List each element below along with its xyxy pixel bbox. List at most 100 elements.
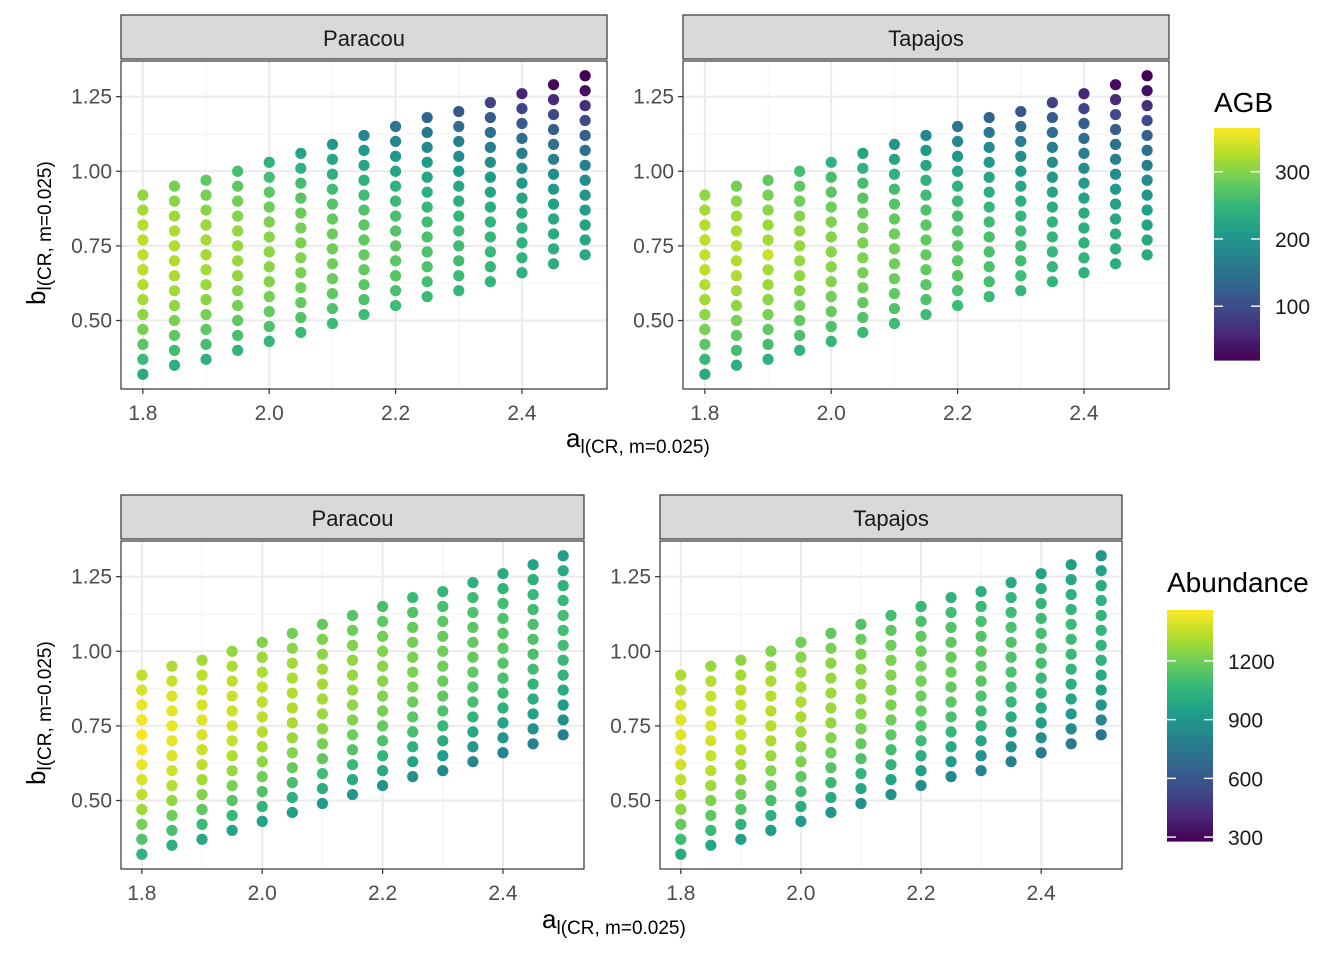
- data-point: [1035, 597, 1047, 610]
- data-point: [951, 165, 964, 177]
- data-point: [675, 774, 687, 786]
- data-point: [762, 279, 774, 291]
- legend-colorbar-segment: [1214, 263, 1260, 268]
- data-point: [136, 744, 148, 756]
- data-point: [794, 165, 806, 177]
- x-axis-title-bottom-sub: l(CR, m=0.025): [556, 918, 685, 939]
- legend-colorbar-segment: [1167, 656, 1213, 661]
- y-tick-label: 1.25: [71, 566, 112, 589]
- legend-colorbar-segment: [1214, 344, 1260, 349]
- data-point: [286, 732, 298, 744]
- data-point: [358, 294, 370, 306]
- data-point: [735, 654, 747, 666]
- data-point: [437, 660, 449, 672]
- data-point: [295, 177, 307, 189]
- data-point: [1015, 165, 1027, 177]
- data-point: [825, 305, 837, 318]
- data-point: [735, 774, 747, 786]
- data-point: [286, 657, 298, 669]
- data-point: [920, 174, 932, 186]
- data-point: [857, 267, 869, 279]
- data-point: [885, 729, 897, 741]
- data-point: [1035, 672, 1047, 684]
- data-point: [1095, 594, 1107, 607]
- legend-title: Abundance: [1167, 567, 1309, 598]
- data-point: [389, 210, 402, 222]
- legend-colorbar-segment: [1167, 725, 1213, 730]
- data-point: [983, 276, 995, 288]
- data-point: [137, 249, 149, 261]
- data-point: [857, 162, 869, 174]
- data-point: [232, 240, 244, 252]
- data-point: [1141, 159, 1153, 171]
- data-point: [1046, 156, 1058, 168]
- data-point: [855, 693, 867, 705]
- data-point: [885, 609, 897, 622]
- data-point: [735, 684, 747, 696]
- data-point: [453, 150, 465, 162]
- data-point: [699, 323, 711, 336]
- data-point: [945, 741, 957, 753]
- data-point: [888, 168, 901, 180]
- data-point: [137, 189, 149, 201]
- data-point: [1109, 108, 1122, 121]
- data-point: [825, 291, 837, 303]
- data-point: [951, 285, 964, 297]
- legend-colorbar-segment: [1167, 621, 1213, 626]
- data-point: [346, 609, 359, 622]
- data-point: [263, 276, 275, 288]
- data-point: [825, 687, 837, 699]
- data-point: [196, 699, 208, 711]
- legend-agb: AGB 100 200 300: [1214, 87, 1310, 361]
- data-point: [326, 213, 339, 225]
- data-point: [326, 273, 339, 285]
- data-point: [484, 156, 496, 168]
- data-point: [825, 171, 837, 183]
- data-point: [1065, 663, 1077, 675]
- data-point: [136, 818, 148, 830]
- data-point: [579, 204, 591, 216]
- data-point: [825, 216, 837, 228]
- data-point: [735, 699, 747, 711]
- data-point: [557, 654, 569, 666]
- data-point: [675, 803, 687, 816]
- data-point: [1005, 666, 1017, 678]
- data-point: [705, 809, 717, 822]
- data-point: [730, 285, 743, 297]
- y-tick-label: 0.50: [610, 790, 651, 813]
- data-point: [762, 294, 774, 306]
- data-point: [951, 255, 964, 267]
- data-point: [168, 225, 181, 237]
- data-point: [945, 696, 957, 708]
- data-point: [497, 612, 509, 625]
- data-point: [825, 201, 837, 213]
- data-point: [1005, 696, 1017, 708]
- data-point: [705, 839, 717, 851]
- data-point: [762, 353, 774, 365]
- data-point: [794, 255, 806, 267]
- data-point: [453, 195, 465, 207]
- legend-colorbar-segment: [1167, 694, 1213, 700]
- data-point: [453, 285, 465, 297]
- legend-colorbar-segment: [1214, 213, 1260, 218]
- x-tick-label: 2.4: [488, 882, 518, 905]
- data-point: [1095, 550, 1107, 562]
- data-point: [497, 672, 509, 684]
- data-point: [1065, 588, 1077, 601]
- data-point: [975, 765, 987, 777]
- data-point: [453, 240, 465, 252]
- data-point: [1095, 684, 1107, 696]
- data-point: [825, 777, 837, 789]
- data-point: [915, 615, 927, 628]
- data-point: [579, 85, 591, 97]
- data-point: [196, 759, 208, 771]
- data-point: [885, 699, 897, 711]
- legend-colorbar-segment: [1214, 251, 1260, 257]
- data-point: [326, 258, 339, 270]
- data-point: [232, 180, 244, 192]
- legend-colorbar-segment: [1167, 679, 1213, 684]
- data-point: [675, 729, 687, 741]
- data-point: [316, 768, 329, 780]
- legend-colorbar-segment: [1214, 170, 1260, 175]
- data-point: [256, 666, 268, 678]
